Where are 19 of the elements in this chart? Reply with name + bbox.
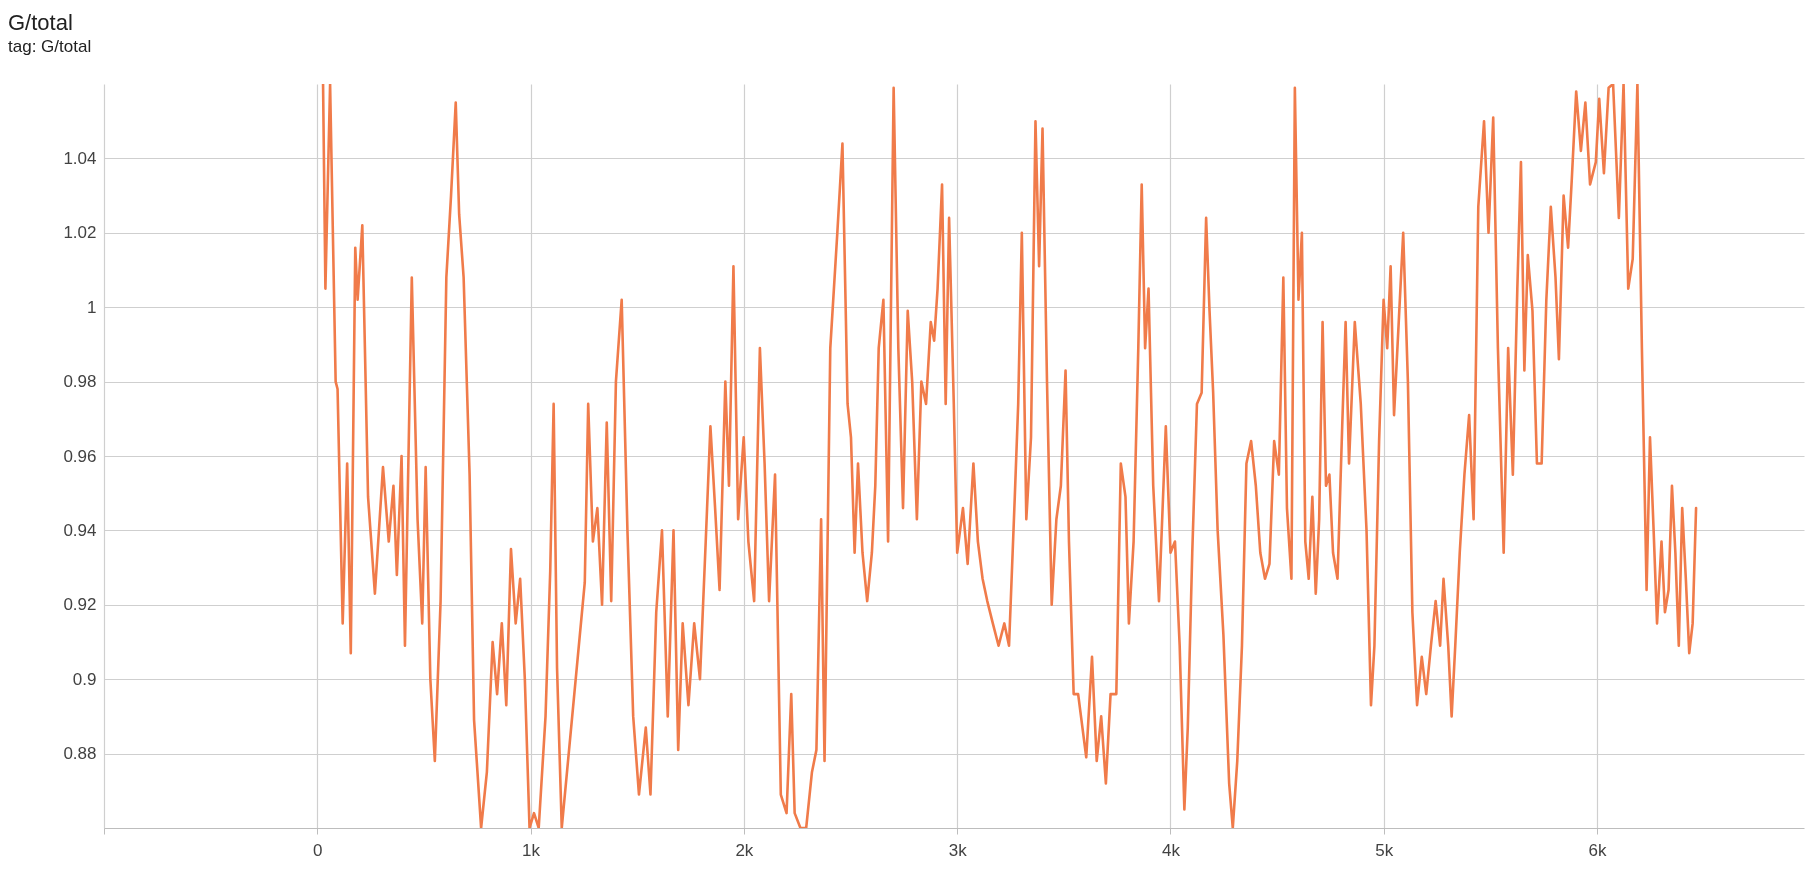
- x-tick-label: 2k: [735, 840, 754, 860]
- x-tick-label: 3k: [948, 840, 968, 860]
- chart-title: G/total: [8, 10, 73, 35]
- y-tick-label: 0.88: [63, 744, 97, 764]
- x-tick-label: 6k: [1588, 840, 1608, 860]
- y-tick-label: 1.02: [63, 223, 97, 243]
- y-tick-label: 0.94: [63, 520, 97, 540]
- x-tick-label: 4k: [1162, 840, 1181, 860]
- y-tick-label: 0.96: [63, 446, 97, 466]
- y-tick-label: 1.04: [63, 148, 97, 168]
- y-tick-label: 1: [87, 297, 97, 317]
- x-tick-label: 0: [313, 840, 323, 860]
- y-tick-label: 0.98: [63, 372, 97, 392]
- chart-subtitle: tag: G/total: [8, 37, 92, 56]
- y-tick-label: 0.9: [72, 669, 97, 689]
- x-tick-label: 5k: [1375, 840, 1394, 860]
- y-tick-label: 0.92: [63, 595, 97, 615]
- x-tick-label: 1k: [522, 840, 541, 860]
- line-series: [321, 84, 1698, 828]
